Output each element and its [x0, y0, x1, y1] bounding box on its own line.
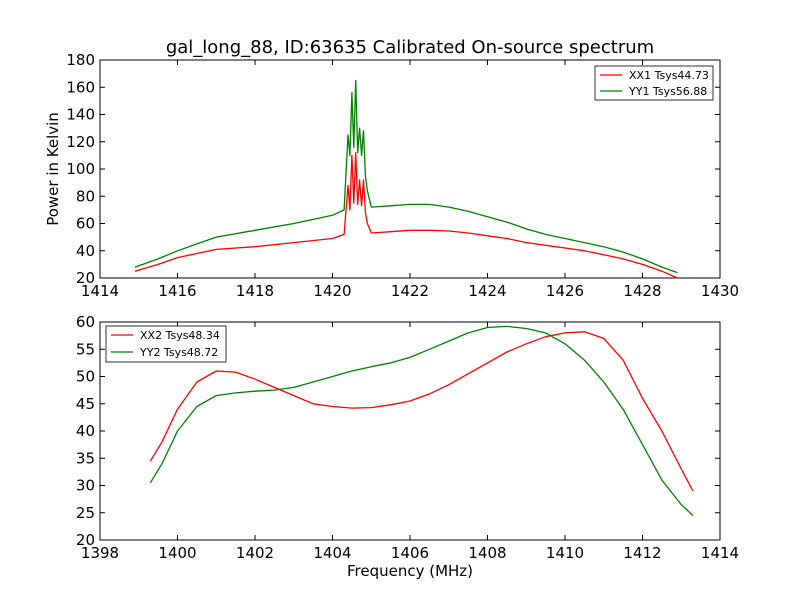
x-tick-label: 1408: [468, 544, 506, 562]
series-line-bottom-1: [149, 325, 694, 516]
y-tick-label: 55: [76, 340, 95, 358]
series-line-top-1: [134, 79, 678, 274]
y-tick-label: 40: [76, 422, 95, 440]
panel-bottom: 1398 1400 1402 1404 1406 1408 1410 1412 1414 20 25…: [76, 313, 739, 580]
x-tick-label: 1414: [701, 544, 739, 562]
x-tick-label: 1428: [623, 282, 661, 300]
x-tick-label: 1416: [158, 282, 196, 300]
y-tick-label: 100: [66, 160, 95, 178]
x-tick-label: 1404: [313, 544, 351, 562]
x-tick-label: 1426: [546, 282, 584, 300]
y-tick-label: 140: [66, 106, 95, 124]
panel-bottom-ticks: 1398 1400 1402 1404 1406 1408 1410 1412 1414 20 25…: [76, 313, 739, 562]
x-tick-label: 1412: [623, 544, 661, 562]
panel-top: 1414 1416 1418 1420 1422 1424 1426 1428 1430 20 40…: [44, 51, 739, 300]
x-tick-label: 1430: [701, 282, 739, 300]
y-tick-label: 60: [76, 313, 95, 331]
x-tick-label: 1418: [236, 282, 274, 300]
x-tick-label: 1398: [81, 544, 119, 562]
chart-title: gal_long_88, ID:63635 Calibrated On-sour…: [166, 37, 654, 58]
series-line-bottom-0: [149, 331, 694, 492]
y-tick-label: 30: [76, 477, 95, 495]
x-tick-label: 1422: [391, 282, 429, 300]
panel-top-series: [134, 79, 678, 279]
panel-bottom-series: [149, 325, 694, 516]
legend-label-yy1: YY1 Tsys56.88: [628, 85, 707, 98]
x-tick-label: 1402: [236, 544, 274, 562]
panel-bottom-legend-box: [105, 325, 227, 363]
legend-label-xx2: XX2 Tsys48.34: [140, 329, 220, 342]
legend-label-yy2: YY2 Tsys48.72: [139, 346, 218, 359]
y-tick-label: 60: [76, 215, 95, 233]
panel-bottom-legend: XX2 Tsys48.34 YY2 Tsys48.72: [105, 325, 227, 363]
y-tick-label: 180: [66, 51, 95, 69]
y-tick-label: 160: [66, 78, 95, 96]
y-tick-label: 80: [76, 187, 95, 205]
y-tick-label: 20: [76, 269, 95, 287]
x-tick-label: 1420: [313, 282, 351, 300]
y-tick-label: 120: [66, 133, 95, 151]
panel-top-ticks: 1414 1416 1418 1420 1422 1424 1426 1428 1430 20 40…: [66, 51, 739, 300]
x-tick-label: 1406: [391, 544, 429, 562]
x-tick-label: 1424: [468, 282, 506, 300]
y-tick-label: 50: [76, 368, 95, 386]
y-tick-label: 40: [76, 242, 95, 260]
x-tick-label: 1410: [546, 544, 584, 562]
x-tick-label: 1414: [81, 282, 119, 300]
y-tick-label: 20: [76, 531, 95, 549]
panel-top-legend: XX1 Tsys44.73 YY1 Tsys56.88: [594, 65, 714, 101]
legend-label-xx1: XX1 Tsys44.73: [629, 69, 709, 82]
y-tick-label: 35: [76, 449, 95, 467]
y-tick-label: 25: [76, 504, 95, 522]
panel-bottom-x-axis-label: Frequency (MHz): [347, 562, 473, 580]
y-tick-label: 45: [76, 395, 95, 413]
x-tick-label: 1400: [158, 544, 196, 562]
series-line-top-0: [134, 152, 678, 279]
panel-top-legend-box: [594, 65, 714, 101]
panel-top-y-axis-label: Power in Kelvin: [44, 112, 62, 226]
